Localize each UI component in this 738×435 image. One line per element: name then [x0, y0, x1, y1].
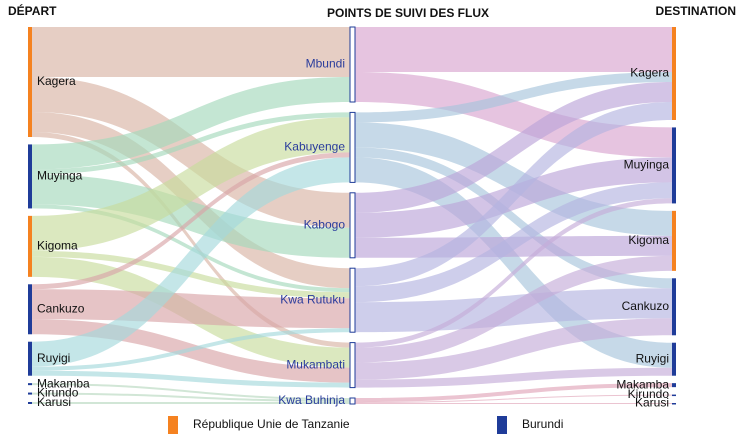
legend-label: République Unie de Tanzanie — [193, 417, 350, 431]
node-label: Kirundo — [628, 387, 670, 401]
flow — [32, 27, 350, 77]
node-bar — [28, 341, 32, 376]
node-label: Kirundo — [37, 386, 79, 400]
flow — [32, 289, 350, 329]
flow — [32, 204, 350, 293]
node-bar — [672, 342, 676, 376]
node-label: Muyinga — [37, 169, 83, 183]
node-bar — [349, 192, 356, 259]
flow — [355, 403, 672, 404]
flow — [32, 152, 350, 290]
node-label: Mukambati — [286, 357, 345, 371]
flow — [355, 255, 672, 363]
flow — [32, 132, 350, 348]
flow — [355, 318, 672, 380]
node-bar — [672, 403, 676, 405]
node-bar — [672, 394, 676, 397]
node-bar — [28, 27, 32, 137]
flow — [355, 367, 672, 388]
flow — [355, 72, 672, 123]
column-title: DESTINATION — [656, 4, 736, 18]
node-bar — [672, 127, 676, 204]
node-label: Muyinga — [624, 158, 670, 172]
node-bar — [349, 397, 356, 405]
nodes: KageraMuyingaKigomaCankuzoRuyigiMakambaK… — [28, 26, 676, 410]
node-bar — [672, 278, 676, 336]
legend-label: Burundi — [522, 417, 563, 431]
links — [32, 27, 672, 404]
node-bar — [349, 26, 356, 103]
legend-swatch — [497, 416, 507, 434]
flow — [32, 112, 350, 175]
node-bar — [349, 111, 356, 183]
flow — [32, 328, 350, 371]
node-label: Cankuzo — [622, 299, 670, 313]
flow — [32, 383, 350, 400]
node-bar — [28, 215, 32, 277]
node-bar — [672, 27, 676, 120]
flow — [32, 174, 350, 258]
flow — [355, 147, 672, 289]
node-label: Kabuyenge — [284, 140, 345, 154]
flow — [355, 182, 672, 303]
node-label: Cankuzo — [37, 301, 85, 315]
node-bar — [28, 383, 32, 386]
node-label: Kagera — [37, 74, 76, 88]
column-title: POINTS DE SUIVI DES FLUX — [327, 6, 489, 20]
node-bar — [349, 342, 356, 389]
node-bar — [28, 392, 32, 395]
flow — [32, 402, 350, 404]
node-label: Kabogo — [304, 217, 346, 231]
flow — [355, 157, 672, 368]
node-bar — [28, 402, 32, 404]
flow — [355, 27, 672, 72]
node-label: Karusi — [37, 395, 71, 409]
flow — [32, 157, 350, 367]
node-label: Makamba — [37, 376, 90, 390]
node-label: Kwa Rutuku — [280, 292, 345, 306]
flow — [355, 383, 672, 402]
node-bar — [672, 383, 676, 388]
node-label: Kwa Buhinja — [278, 393, 345, 407]
flow — [355, 102, 672, 287]
node-bar — [672, 210, 676, 271]
node-label: Mbundi — [306, 57, 345, 71]
flow — [32, 370, 350, 388]
flow — [355, 198, 672, 348]
node-bar — [28, 144, 32, 209]
column-title: DÉPART — [8, 3, 57, 18]
legend-swatch — [168, 416, 178, 434]
flow — [355, 394, 672, 403]
node-label: Kigoma — [628, 233, 669, 247]
node-label: Ruyigi — [37, 351, 70, 365]
node-bar — [349, 267, 356, 333]
node-label: Makamba — [616, 377, 669, 391]
node-label: Karusi — [635, 396, 669, 410]
flow — [355, 82, 672, 213]
node-label: Kigoma — [37, 239, 78, 253]
node-label: Ruyigi — [636, 351, 669, 365]
node-label: Kagera — [630, 66, 669, 80]
flow — [32, 117, 350, 251]
flow — [32, 77, 350, 170]
node-bar — [28, 284, 32, 335]
flow — [32, 392, 350, 402]
